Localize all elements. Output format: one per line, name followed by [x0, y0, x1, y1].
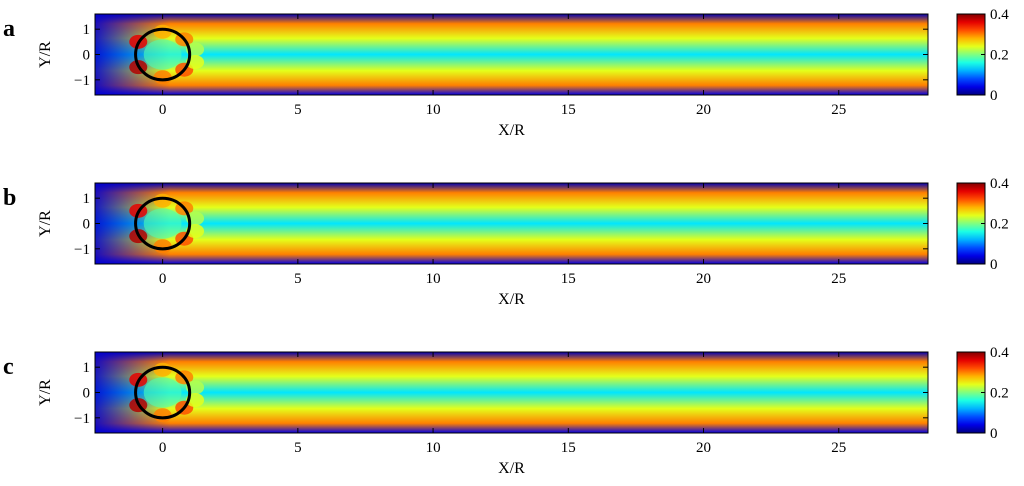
x-tick-label: 0 — [159, 271, 167, 287]
colorbar — [956, 182, 986, 265]
x-tick-label: 0 — [159, 102, 167, 118]
body-circle — [134, 27, 192, 82]
y-tick-label: −1 — [74, 73, 90, 89]
x-tick-label: 15 — [561, 440, 576, 456]
x-tick-label: 10 — [426, 102, 441, 118]
x-tick-label: 25 — [831, 440, 846, 456]
x-tick-label: 20 — [696, 271, 711, 287]
body-interior — [143, 377, 182, 408]
y-axis-label: Y/R — [37, 210, 54, 237]
x-axis-label: X/R — [498, 291, 525, 308]
hot-spot — [153, 70, 172, 85]
upstream-region — [95, 183, 928, 264]
x-tick-label: 25 — [831, 271, 846, 287]
body-circle — [134, 365, 192, 420]
x-tick-label: 10 — [426, 440, 441, 456]
x-axis-label: X/R — [498, 460, 525, 477]
body-circle — [134, 196, 192, 251]
colorbar-tick-label: 0 — [990, 88, 998, 104]
colorbar — [956, 13, 986, 96]
y-tick-label: −1 — [74, 242, 90, 258]
x-tick-label: 10 — [426, 271, 441, 287]
panel-label: a — [3, 16, 15, 42]
x-tick-label: 15 — [561, 271, 576, 287]
x-tick-label: 25 — [831, 102, 846, 118]
colorbar-tick-label: 0.4 — [990, 7, 1009, 23]
x-axis-label: X/R — [498, 122, 525, 139]
y-tick-label: 0 — [83, 48, 91, 64]
body-interior — [143, 208, 182, 239]
x-tick-label: 5 — [294, 102, 302, 118]
panel-label: b — [3, 185, 16, 211]
y-tick-label: 0 — [83, 217, 91, 233]
upstream-region — [95, 352, 928, 433]
colorbar-tick-label: 0 — [990, 426, 998, 442]
hot-spot — [153, 193, 172, 208]
hot-spot — [153, 362, 172, 377]
colorbar-tick-label: 0.2 — [990, 48, 1009, 64]
y-tick-label: −1 — [74, 411, 90, 427]
hot-spot — [153, 239, 172, 254]
hot-spot — [153, 408, 172, 423]
hot-spot — [153, 24, 172, 39]
y-tick-label: 1 — [83, 191, 91, 207]
x-tick-label: 15 — [561, 102, 576, 118]
x-tick-label: 20 — [696, 440, 711, 456]
colorbar-tick-label: 0 — [990, 257, 998, 273]
x-tick-label: 20 — [696, 102, 711, 118]
y-axis-label: Y/R — [37, 41, 54, 68]
colorbar-tick-label: 0.4 — [990, 345, 1009, 361]
colorbar-tick-label: 0.2 — [990, 386, 1009, 402]
x-tick-label: 0 — [159, 440, 167, 456]
y-tick-label: 0 — [83, 386, 91, 402]
upstream-region — [95, 14, 928, 95]
colorbar — [956, 351, 986, 434]
colorbar-tick-label: 0.4 — [990, 176, 1009, 192]
colorbar-tick-label: 0.2 — [990, 217, 1009, 233]
x-tick-label: 5 — [294, 440, 302, 456]
panel-label: c — [3, 354, 14, 380]
y-tick-label: 1 — [83, 22, 91, 38]
x-tick-label: 5 — [294, 271, 302, 287]
y-tick-label: 1 — [83, 360, 91, 376]
y-axis-label: Y/R — [37, 379, 54, 406]
body-interior — [143, 39, 182, 70]
